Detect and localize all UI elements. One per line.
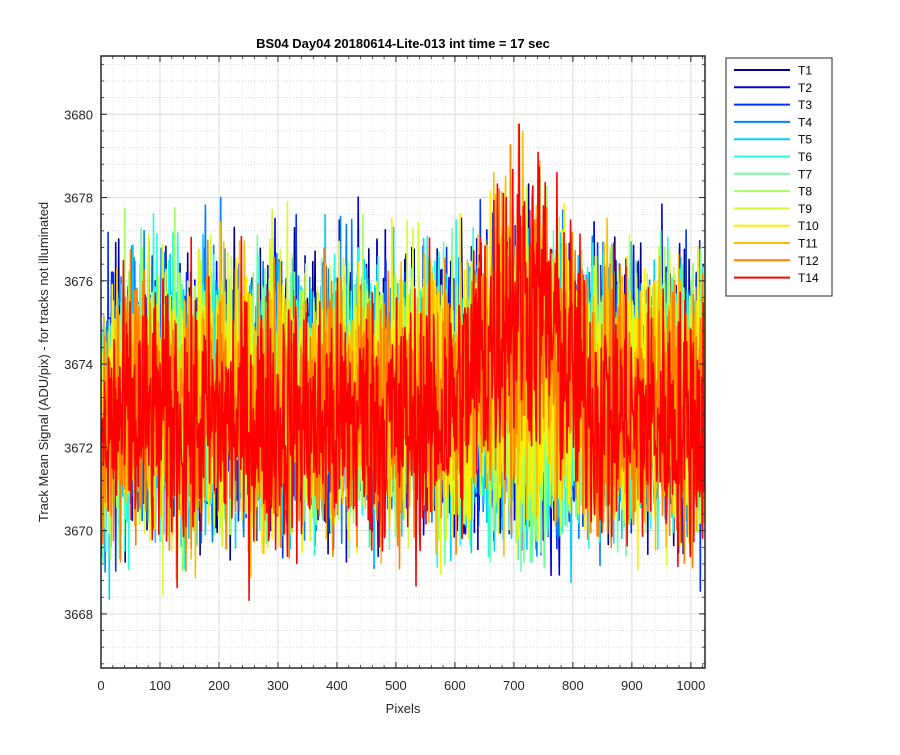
legend-label-t9: T9	[798, 202, 812, 216]
legend-items: T1 T2 T3 T4 T5 T6 T7 T8 T9 T10 T11 T12 T14	[734, 64, 819, 285]
y-tick-label: 3670	[64, 524, 93, 539]
x-tick-label: 1000	[676, 678, 705, 693]
x-tick-label: 600	[444, 678, 466, 693]
y-axis-label: Track Mean Signal (ADU/pix) - for tracks…	[36, 202, 51, 522]
y-tick-label: 3680	[64, 107, 93, 122]
axis-ticks	[100, 56, 705, 668]
y-tick-labels: 3668 3670 3672 3674 3676 3678 3680	[64, 107, 93, 622]
legend-label-t14: T14	[798, 271, 819, 285]
legend-label-t3: T3	[798, 98, 812, 112]
series-layer	[101, 123, 705, 601]
axes-box	[100, 55, 706, 669]
x-tick-label: 500	[385, 678, 407, 693]
legend-label-t5: T5	[798, 133, 812, 147]
x-tick-label: 900	[621, 678, 643, 693]
legend-label-t6: T6	[798, 150, 812, 164]
legend: T1 T2 T3 T4 T5 T6 T7 T8 T9 T10 T11 T12 T14	[725, 57, 833, 297]
y-tick-label: 3676	[64, 274, 93, 289]
x-axis-label: Pixels	[386, 701, 421, 716]
x-tick-label: 700	[503, 678, 525, 693]
x-tick-label: 100	[149, 678, 171, 693]
x-tick-label: 200	[208, 678, 230, 693]
legend-label-t12: T12	[798, 254, 819, 268]
y-tick-label: 3678	[64, 191, 93, 206]
series-line-t14	[101, 123, 705, 601]
legend-box	[725, 57, 833, 297]
legend-label-t8: T8	[798, 185, 812, 199]
x-tick-label: 400	[326, 678, 348, 693]
legend-label-t2: T2	[798, 81, 812, 95]
legend-label-t7: T7	[798, 167, 812, 181]
plot-area: 0 100 200 300 400 500 600 700 800 900 1000 3668 367…	[64, 55, 706, 693]
legend-label-t10: T10	[798, 219, 819, 233]
x-tick-label: 0	[97, 678, 104, 693]
x-tick-label: 800	[562, 678, 584, 693]
legend-label-t1: T1	[798, 64, 812, 78]
y-tick-label: 3674	[64, 357, 93, 372]
chart-title: BS04 Day04 20180614-Lite-013 int time = …	[256, 36, 550, 51]
x-tick-labels: 0 100 200 300 400 500 600 700 800 900 1000	[97, 678, 705, 693]
y-tick-label: 3672	[64, 440, 93, 455]
x-tick-label: 300	[267, 678, 289, 693]
legend-label-t11: T11	[798, 237, 818, 251]
legend-label-t4: T4	[798, 115, 812, 129]
y-tick-label: 3668	[64, 607, 93, 622]
